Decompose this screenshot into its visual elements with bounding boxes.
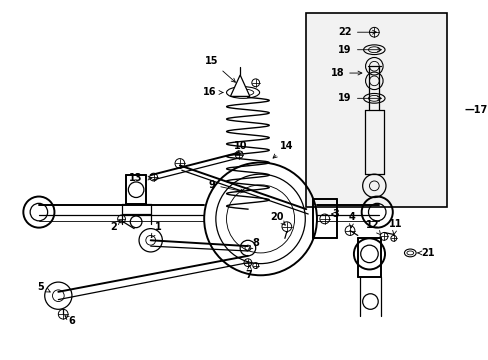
Text: 11: 11 — [388, 219, 402, 235]
Text: 7: 7 — [245, 265, 252, 280]
Text: 19: 19 — [338, 93, 381, 103]
Text: 10: 10 — [234, 141, 247, 155]
Text: 9: 9 — [208, 180, 244, 193]
Text: 3: 3 — [331, 209, 338, 219]
Text: 13: 13 — [129, 173, 152, 183]
Text: 1: 1 — [151, 222, 162, 238]
Text: 22: 22 — [338, 27, 376, 37]
Text: —17: —17 — [464, 105, 487, 115]
Text: 15: 15 — [205, 57, 235, 82]
Text: 8: 8 — [248, 238, 259, 249]
Text: 4: 4 — [348, 212, 355, 228]
Text: 2: 2 — [110, 220, 120, 232]
Text: 16: 16 — [203, 87, 223, 98]
Text: 20: 20 — [270, 212, 285, 225]
Text: 18: 18 — [330, 68, 361, 78]
Text: 21: 21 — [417, 248, 434, 258]
Text: 19: 19 — [338, 45, 381, 55]
Text: 12: 12 — [365, 220, 380, 235]
Text: 14: 14 — [272, 141, 293, 158]
Polygon shape — [230, 75, 249, 96]
Text: 6: 6 — [65, 316, 75, 326]
Text: 5: 5 — [38, 282, 50, 292]
Bar — [305, 13, 447, 207]
